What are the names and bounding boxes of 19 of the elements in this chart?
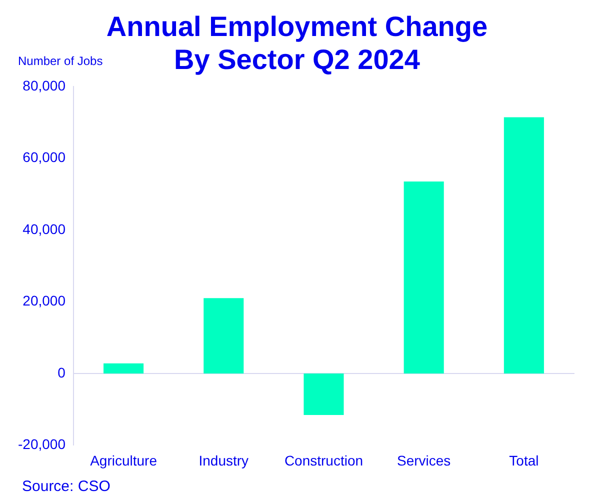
y-tick-label: 0 [58,364,66,380]
bar [204,298,244,374]
y-tick-label: 40,000 [22,220,66,237]
bar [404,181,444,374]
y-tick-label: 20,000 [22,292,66,309]
x-tick-label: Total [509,452,539,468]
chart-title: Annual Employment Change By Sector Q2 2024 [106,11,488,75]
x-tick-label: Construction [284,452,364,468]
bar [104,363,144,374]
x-tick-label: Industry [198,452,249,468]
y-tick-label: 80,000 [22,77,66,94]
y-tick-label: -20,000 [18,436,66,452]
x-tick-label: Agriculture [90,452,158,468]
y-axis-title: Number of Jobs [18,54,103,68]
bar [504,117,544,374]
source-note: Source: CSO [22,478,110,495]
y-tick-label: 60,000 [22,149,66,166]
bar [304,373,344,416]
x-tick-label: Services [397,452,451,468]
